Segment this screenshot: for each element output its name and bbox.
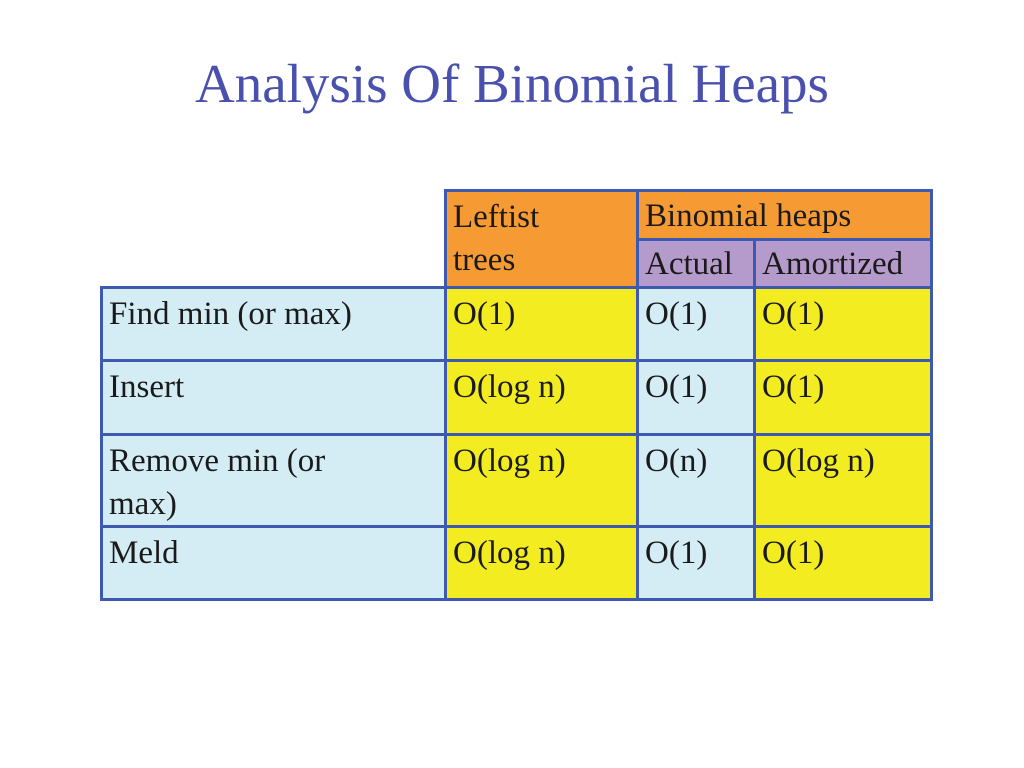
cell-insert-amortized: O(1) [753, 359, 933, 436]
cell-remove-min-actual: O(n) [636, 433, 756, 528]
cell-find-min-actual: O(1) [636, 286, 756, 362]
row-label-meld: Meld [100, 525, 447, 601]
cell-insert-leftist: O(log n) [444, 359, 639, 436]
header-binomial-heaps: Binomial heaps [636, 189, 933, 241]
header-actual: Actual [636, 238, 756, 289]
cell-meld-leftist: O(log n) [444, 525, 639, 601]
row-label-remove-min: Remove min (or max) [100, 433, 447, 528]
cell-find-min-leftist: O(1) [444, 286, 639, 362]
cell-remove-min-leftist: O(log n) [444, 433, 639, 528]
header-leftist-trees: Leftist trees [444, 189, 639, 289]
header-amortized: Amortized [753, 238, 933, 289]
cell-insert-actual: O(1) [636, 359, 756, 436]
slide-title: Analysis Of Binomial Heaps [195, 53, 829, 114]
cell-meld-amortized: O(1) [753, 525, 933, 601]
row-label-insert: Insert [100, 359, 447, 436]
cell-find-min-amortized: O(1) [753, 286, 933, 362]
cell-remove-min-amortized: O(log n) [753, 433, 933, 528]
cell-meld-actual: O(1) [636, 525, 756, 601]
row-label-find-min: Find min (or max) [100, 286, 447, 362]
